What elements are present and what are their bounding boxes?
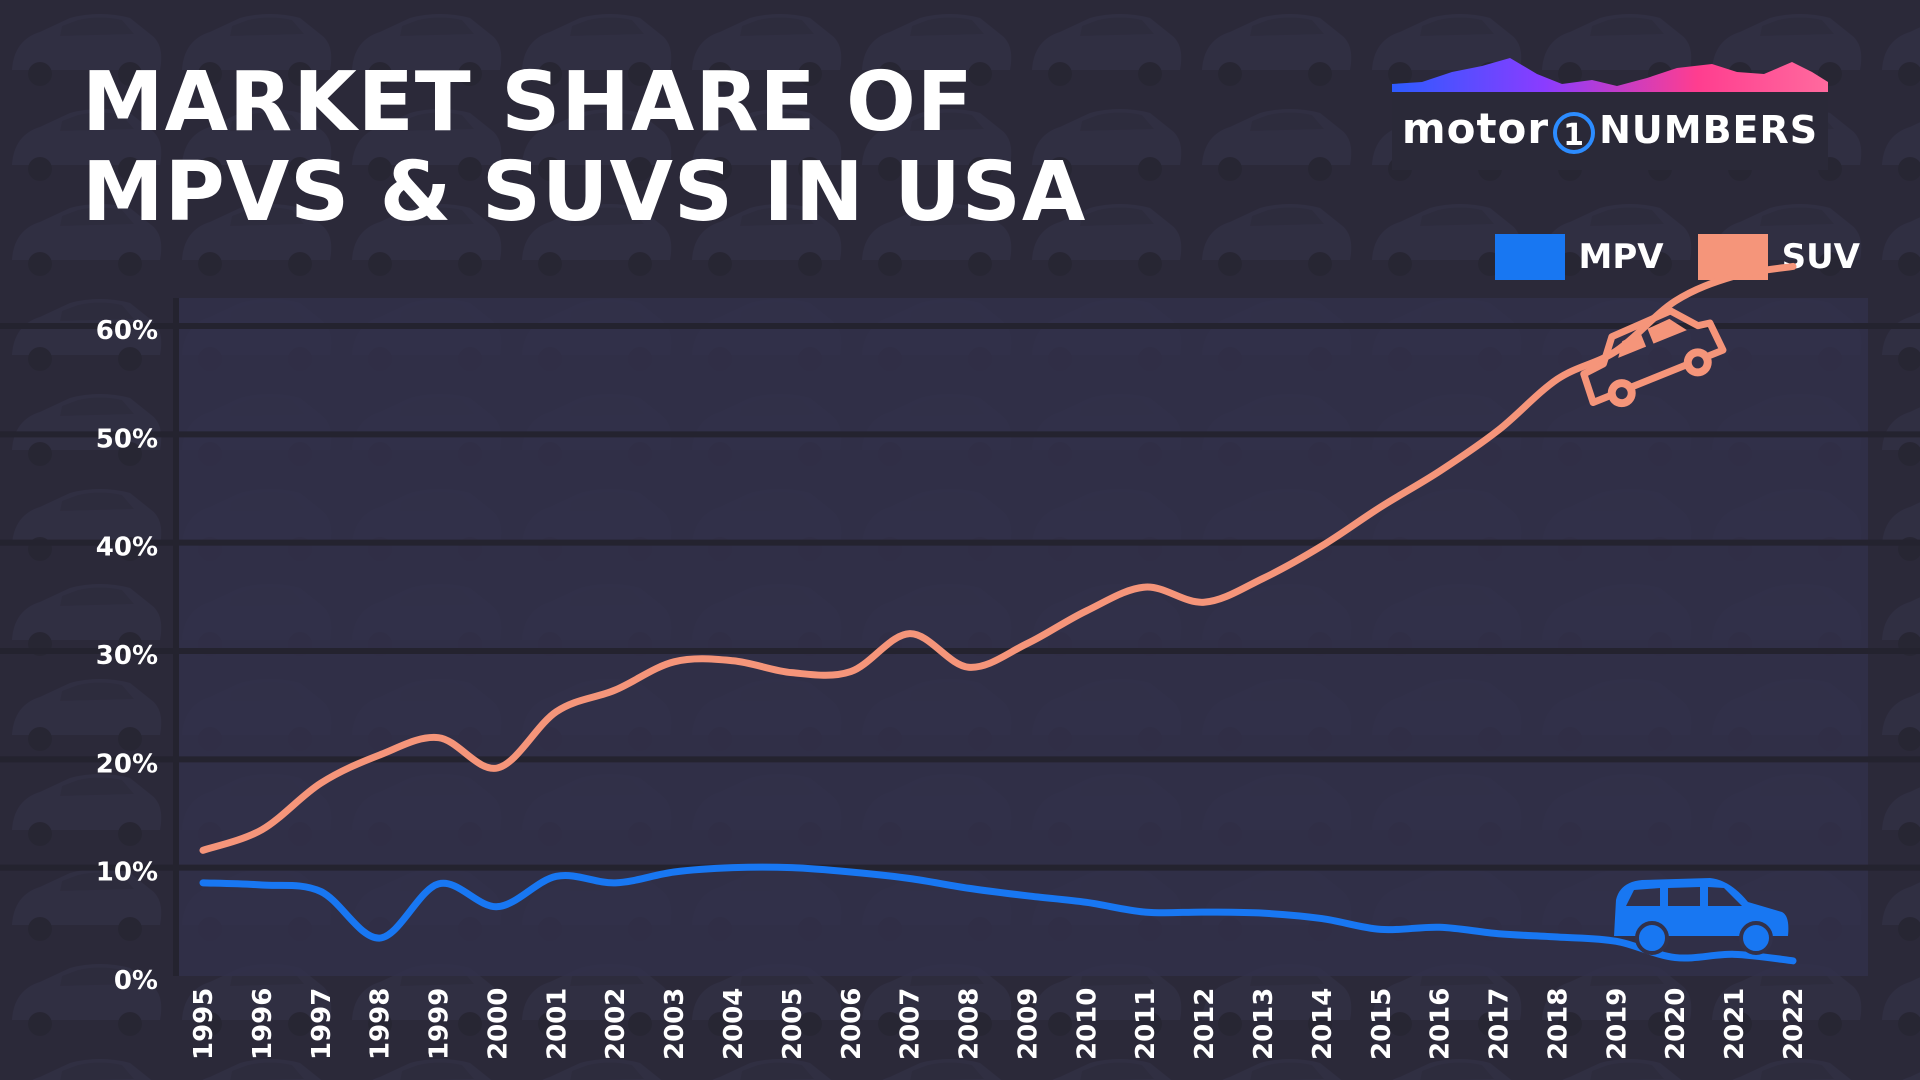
x-tick-label: 2007: [896, 988, 926, 1060]
y-tick-label: 20%: [96, 749, 158, 779]
logo-text: motor 1 NUMBERS: [1401, 104, 1819, 154]
x-tick-label: 2001: [542, 988, 572, 1060]
x-tick-label: 1996: [248, 988, 278, 1060]
x-tick-label: 2003: [660, 988, 690, 1060]
suv-car-icon: [1580, 307, 1727, 408]
x-tick-label: 2005: [778, 988, 808, 1060]
x-tick-label: 2020: [1661, 988, 1691, 1060]
x-tick-label: 1995: [189, 988, 219, 1060]
x-tick-label: 2006: [837, 988, 867, 1060]
y-tick-label: 60%: [96, 316, 158, 346]
x-tick-label: 2021: [1720, 988, 1750, 1060]
y-tick-label: 50%: [96, 424, 158, 454]
suv-series-line: [199, 262, 1797, 854]
x-tick-label: 2012: [1190, 988, 1220, 1060]
x-tick-label: 2010: [1072, 988, 1102, 1060]
title-line-2: MPVS & SUVS IN USA: [82, 145, 1087, 240]
y-tick-label: 40%: [96, 533, 158, 563]
mpv-label: MPV: [1578, 237, 1664, 277]
x-tick-label: 2002: [601, 988, 631, 1060]
x-tick-label: 2017: [1485, 988, 1515, 1060]
x-tick-label: 1998: [366, 988, 396, 1060]
x-tick-label: 2004: [719, 988, 749, 1060]
x-tick-label: 2011: [1131, 988, 1161, 1060]
y-tick-label: 0%: [114, 966, 158, 996]
legend-item-mpv: MPV: [1494, 234, 1664, 280]
x-tick-label: 1999: [425, 988, 455, 1060]
x-tick-label: 2009: [1013, 988, 1043, 1060]
motor1-numbers-logo: motor 1 NUMBERS: [1392, 52, 1828, 170]
mpv-series-line: [199, 863, 1797, 965]
y-tick-label: 10%: [96, 858, 158, 888]
mountain-logo-graphic: [1392, 58, 1828, 170]
x-tick-label: 2013: [1249, 988, 1279, 1060]
legend-item-suv: SUV: [1697, 234, 1860, 280]
x-tick-label: 2019: [1602, 988, 1632, 1060]
logo-one-circle-icon: 1: [1553, 111, 1596, 154]
x-tick-label: 2015: [1367, 988, 1397, 1060]
x-tick-label: 2014: [1308, 988, 1338, 1060]
mpv-swatch: [1494, 234, 1565, 280]
x-tick-label: 2008: [955, 988, 985, 1060]
title-line-1: MARKET SHARE OF: [82, 55, 974, 150]
x-tick-label: 2018: [1543, 988, 1573, 1060]
suv-label: SUV: [1781, 237, 1860, 277]
x-tick-label: 1997: [307, 988, 337, 1060]
legend: MPV SUV: [1461, 234, 1860, 280]
chart-title: MARKET SHARE OF MPVS & SUVS IN USA: [82, 58, 1086, 238]
x-tick-label: 2022: [1779, 988, 1809, 1060]
minivan-icon: [1614, 878, 1789, 955]
x-tick-label: 2016: [1426, 988, 1456, 1060]
plot-area: [176, 298, 1868, 976]
y-tick-label: 30%: [96, 641, 158, 671]
x-tick-label: 2000: [483, 988, 513, 1060]
